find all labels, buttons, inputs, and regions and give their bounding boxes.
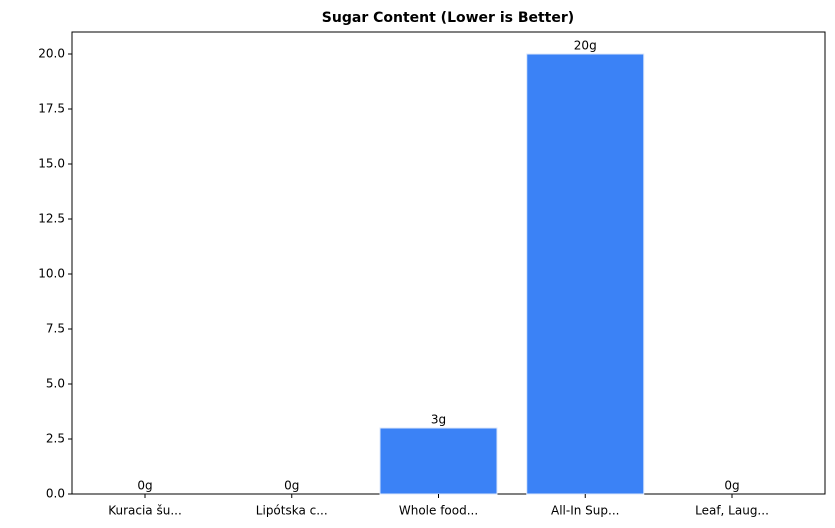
value-label: 0g <box>284 479 299 493</box>
y-tick-label: 12.5 <box>38 212 65 226</box>
y-tick-label: 7.5 <box>46 322 65 336</box>
y-tick-label: 17.5 <box>38 102 65 116</box>
x-tick-label: Lipótska c... <box>256 504 328 518</box>
y-tick-label: 20.0 <box>38 47 65 61</box>
x-tick-label: Kuracia šu... <box>108 504 182 518</box>
value-label: 20g <box>574 39 597 53</box>
value-label: 0g <box>724 479 739 493</box>
bar <box>526 53 645 495</box>
chart-title: Sugar Content (Lower is Better) <box>322 10 574 26</box>
y-tick-label: 15.0 <box>38 157 65 171</box>
value-label: 0g <box>137 479 152 493</box>
y-tick-label: 5.0 <box>46 377 65 391</box>
plot-frame <box>71 31 826 495</box>
y-tick-label: 0.0 <box>46 487 65 501</box>
bar <box>379 427 498 495</box>
x-tick-label: All-In Sup... <box>551 504 619 518</box>
value-label: 3g <box>431 413 446 427</box>
y-tick-label: 10.0 <box>38 267 65 281</box>
x-tick-label: Whole food... <box>399 504 478 518</box>
x-tick-label: Leaf, Laug... <box>695 504 769 518</box>
y-tick-label: 2.5 <box>46 432 65 446</box>
